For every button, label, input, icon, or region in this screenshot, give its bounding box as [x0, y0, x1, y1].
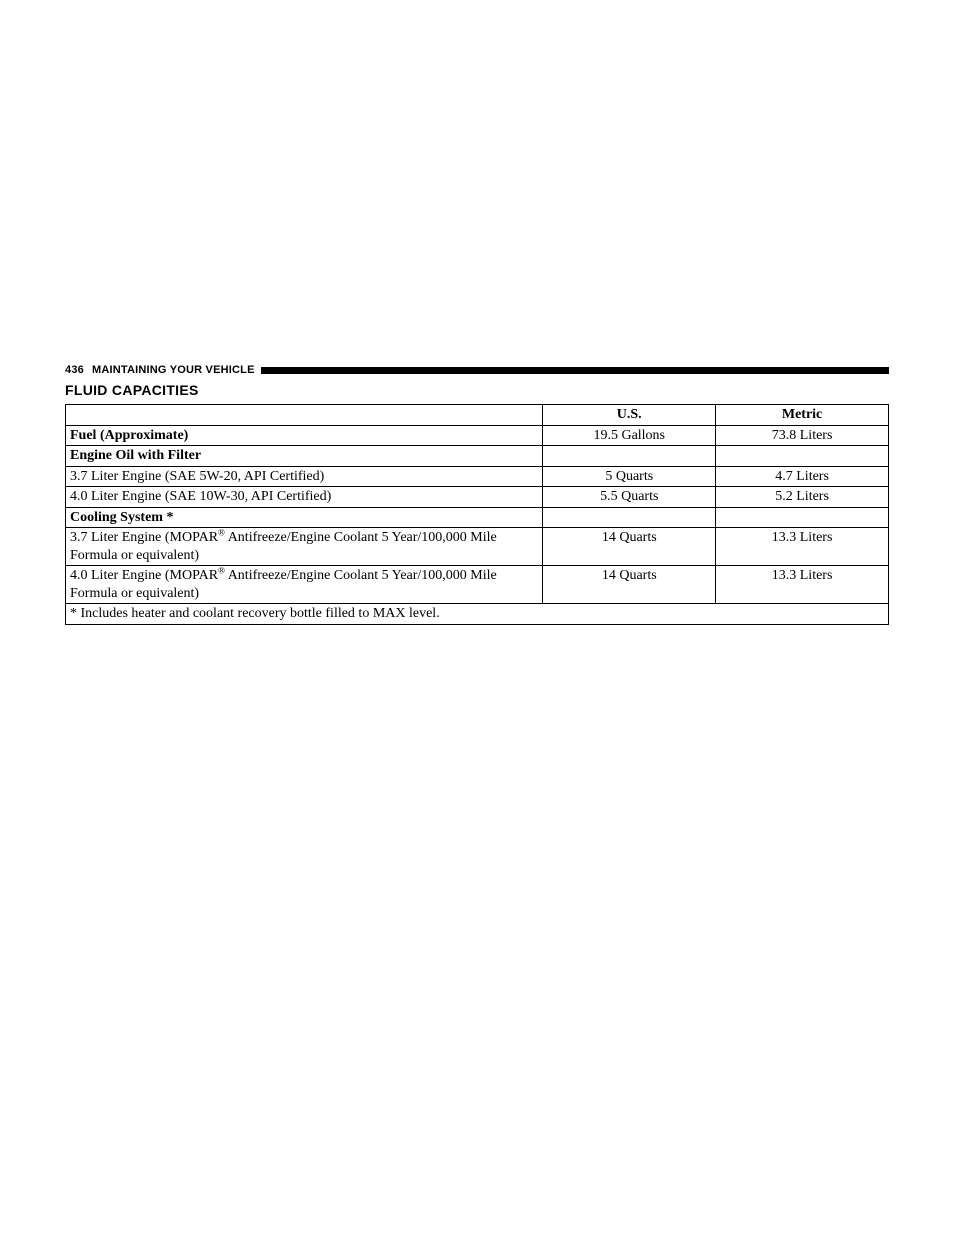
row-metric-value: 73.8 Liters	[716, 425, 889, 446]
row-description: Cooling System *	[66, 507, 543, 528]
table-footnote-row: * Includes heater and coolant recovery b…	[66, 604, 889, 625]
row-metric-value	[716, 446, 889, 467]
table-row: Engine Oil with Filter	[66, 446, 889, 467]
row-metric-value: 4.7 Liters	[716, 466, 889, 487]
table-header-row: U.S. Metric	[66, 405, 889, 426]
table-row: 3.7 Liter Engine (MOPAR® Antifreeze/Engi…	[66, 528, 889, 566]
row-us-value	[543, 507, 716, 528]
table-row: 3.7 Liter Engine (SAE 5W-20, API Certifi…	[66, 466, 889, 487]
row-us-value: 5.5 Quarts	[543, 487, 716, 508]
table-row: Cooling System *	[66, 507, 889, 528]
page-title: FLUID CAPACITIES	[65, 382, 889, 398]
row-description: Engine Oil with Filter	[66, 446, 543, 467]
row-description: 3.7 Liter Engine (MOPAR® Antifreeze/Engi…	[66, 528, 543, 566]
row-metric-value: 13.3 Liters	[716, 566, 889, 604]
header-rule	[261, 367, 889, 374]
fluid-capacities-table: U.S. Metric Fuel (Approximate)19.5 Gallo…	[65, 404, 889, 625]
table-row: 4.0 Liter Engine (MOPAR® Antifreeze/Engi…	[66, 566, 889, 604]
row-us-value: 5 Quarts	[543, 466, 716, 487]
row-metric-value	[716, 507, 889, 528]
row-metric-value: 13.3 Liters	[716, 528, 889, 566]
table-row: 4.0 Liter Engine (SAE 10W-30, API Certif…	[66, 487, 889, 508]
header-us: U.S.	[543, 405, 716, 426]
header-metric: Metric	[716, 405, 889, 426]
table-row: Fuel (Approximate)19.5 Gallons73.8 Liter…	[66, 425, 889, 446]
header-blank	[66, 405, 543, 426]
table-footnote: * Includes heater and coolant recovery b…	[66, 604, 889, 625]
row-description: 4.0 Liter Engine (MOPAR® Antifreeze/Engi…	[66, 566, 543, 604]
row-us-value: 14 Quarts	[543, 566, 716, 604]
page-content: 436 MAINTAINING YOUR VEHICLE FLUID CAPAC…	[65, 364, 889, 625]
row-description: Fuel (Approximate)	[66, 425, 543, 446]
page-header: 436 MAINTAINING YOUR VEHICLE	[65, 364, 889, 376]
row-us-value: 19.5 Gallons	[543, 425, 716, 446]
row-us-value	[543, 446, 716, 467]
row-metric-value: 5.2 Liters	[716, 487, 889, 508]
row-description: 3.7 Liter Engine (SAE 5W-20, API Certifi…	[66, 466, 543, 487]
row-description: 4.0 Liter Engine (SAE 10W-30, API Certif…	[66, 487, 543, 508]
section-label: MAINTAINING YOUR VEHICLE	[92, 364, 255, 376]
page-number: 436	[65, 364, 84, 376]
row-us-value: 14 Quarts	[543, 528, 716, 566]
